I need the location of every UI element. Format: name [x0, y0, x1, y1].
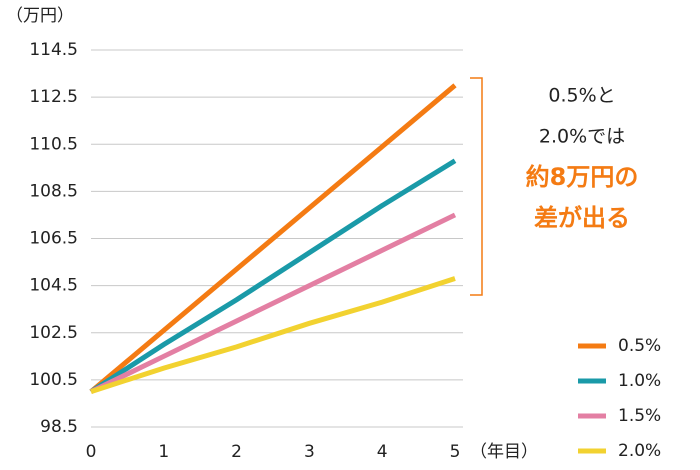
x-unit: （年目） — [470, 442, 538, 462]
y-tick-label: 108.5 — [29, 181, 78, 201]
legend-label: 1.0% — [618, 371, 661, 391]
data-line — [89, 212, 457, 394]
legend-label: 1.5% — [618, 406, 661, 426]
data-line — [89, 83, 457, 394]
y-tick-label: 110.5 — [29, 134, 78, 154]
x-tick-label: 1 — [158, 442, 169, 462]
bracket — [470, 77, 483, 296]
x-tick-label: 5 — [450, 442, 461, 462]
x-tick-label: 2 — [231, 442, 242, 462]
y-tick-label: 112.5 — [29, 87, 78, 107]
y-tick-label: 104.5 — [29, 276, 78, 296]
legend-label: 2.0% — [618, 441, 661, 461]
annotation: 約8万円の — [526, 163, 639, 191]
x-tick-label: 3 — [304, 442, 315, 462]
y-unit: （万円） — [6, 6, 74, 26]
legend-label: 0.5% — [618, 336, 661, 356]
x-tick-label: 0 — [86, 442, 97, 462]
x-tick-label: 4 — [377, 442, 388, 462]
data-line — [89, 158, 457, 394]
y-tick-label: 106.5 — [29, 229, 78, 249]
annotation: 2.0%では — [539, 126, 625, 148]
data-line — [90, 276, 456, 395]
y-tick-label: 102.5 — [29, 323, 78, 343]
annotation: 差が出る — [534, 204, 630, 232]
annotation: 0.5%と — [548, 85, 615, 107]
y-tick-label: 114.5 — [29, 40, 78, 60]
y-tick-label: 98.5 — [40, 417, 78, 437]
y-tick-label: 100.5 — [29, 370, 78, 390]
